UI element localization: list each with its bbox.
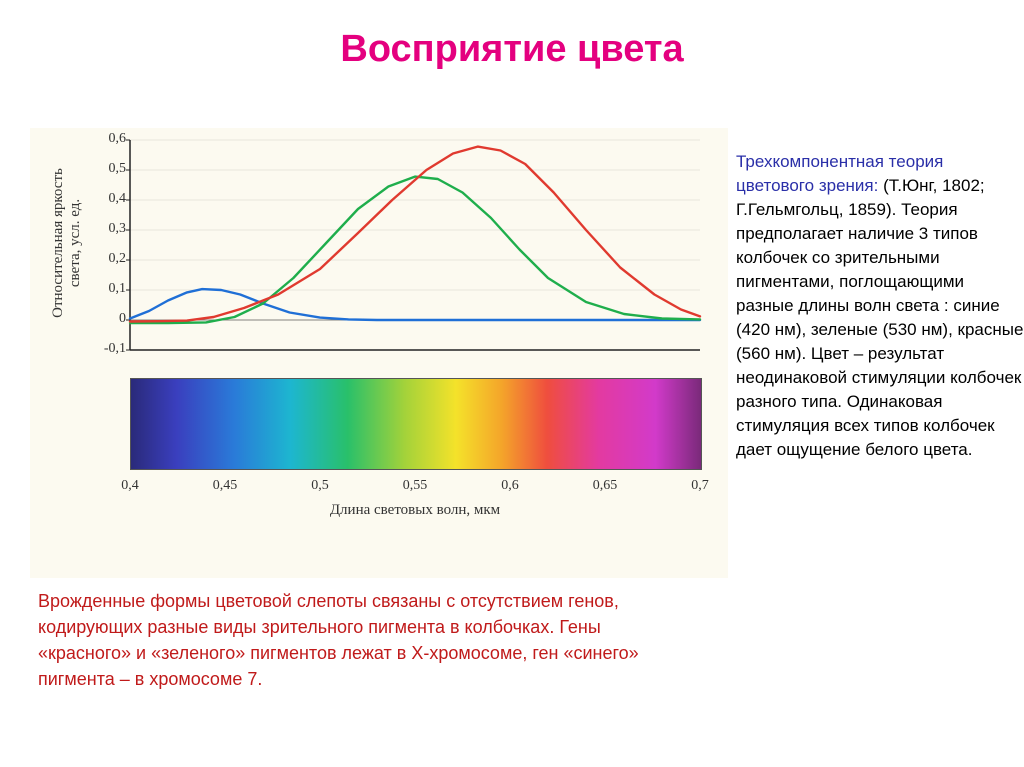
y-tick-label: 0,6: [92, 131, 126, 147]
x-tick-label: 0,5: [300, 478, 340, 494]
x-tick-label: 0,65: [585, 478, 625, 494]
page-title: Восприятие цвета: [0, 28, 1024, 71]
x-tick-label: 0,55: [395, 478, 435, 494]
y-tick-label: -0,1: [92, 341, 126, 357]
theory-body: (Т.Юнг, 1802; Г.Гельмгольц, 1859). Теори…: [736, 176, 1023, 459]
y-tick-label: 0,2: [92, 251, 126, 267]
genetics-paragraph: Врожденные формы цветовой слепоты связан…: [38, 588, 698, 692]
theory-paragraph: Трехкомпонентная теория цветового зрения…: [736, 150, 1024, 462]
x-tick-label: 0,4: [110, 478, 150, 494]
spectrum-bar: [130, 378, 702, 470]
y-axis-label: Относительная яркостьсвета, усл. ед.: [50, 138, 84, 348]
cone-sensitivity-chart: [124, 134, 706, 356]
cone-red-curve: [130, 147, 700, 322]
y-tick-label: 0,4: [92, 191, 126, 207]
y-tick-label: 0,3: [92, 221, 126, 237]
x-tick-label: 0,7: [680, 478, 720, 494]
y-tick-label: 0: [92, 311, 126, 327]
x-tick-label: 0,6: [490, 478, 530, 494]
cone-green-curve: [130, 177, 700, 323]
x-tick-label: 0,45: [205, 478, 245, 494]
y-tick-label: 0,5: [92, 161, 126, 177]
x-axis-label: Длина световых волн, мкм: [130, 502, 700, 519]
y-tick-label: 0,1: [92, 281, 126, 297]
